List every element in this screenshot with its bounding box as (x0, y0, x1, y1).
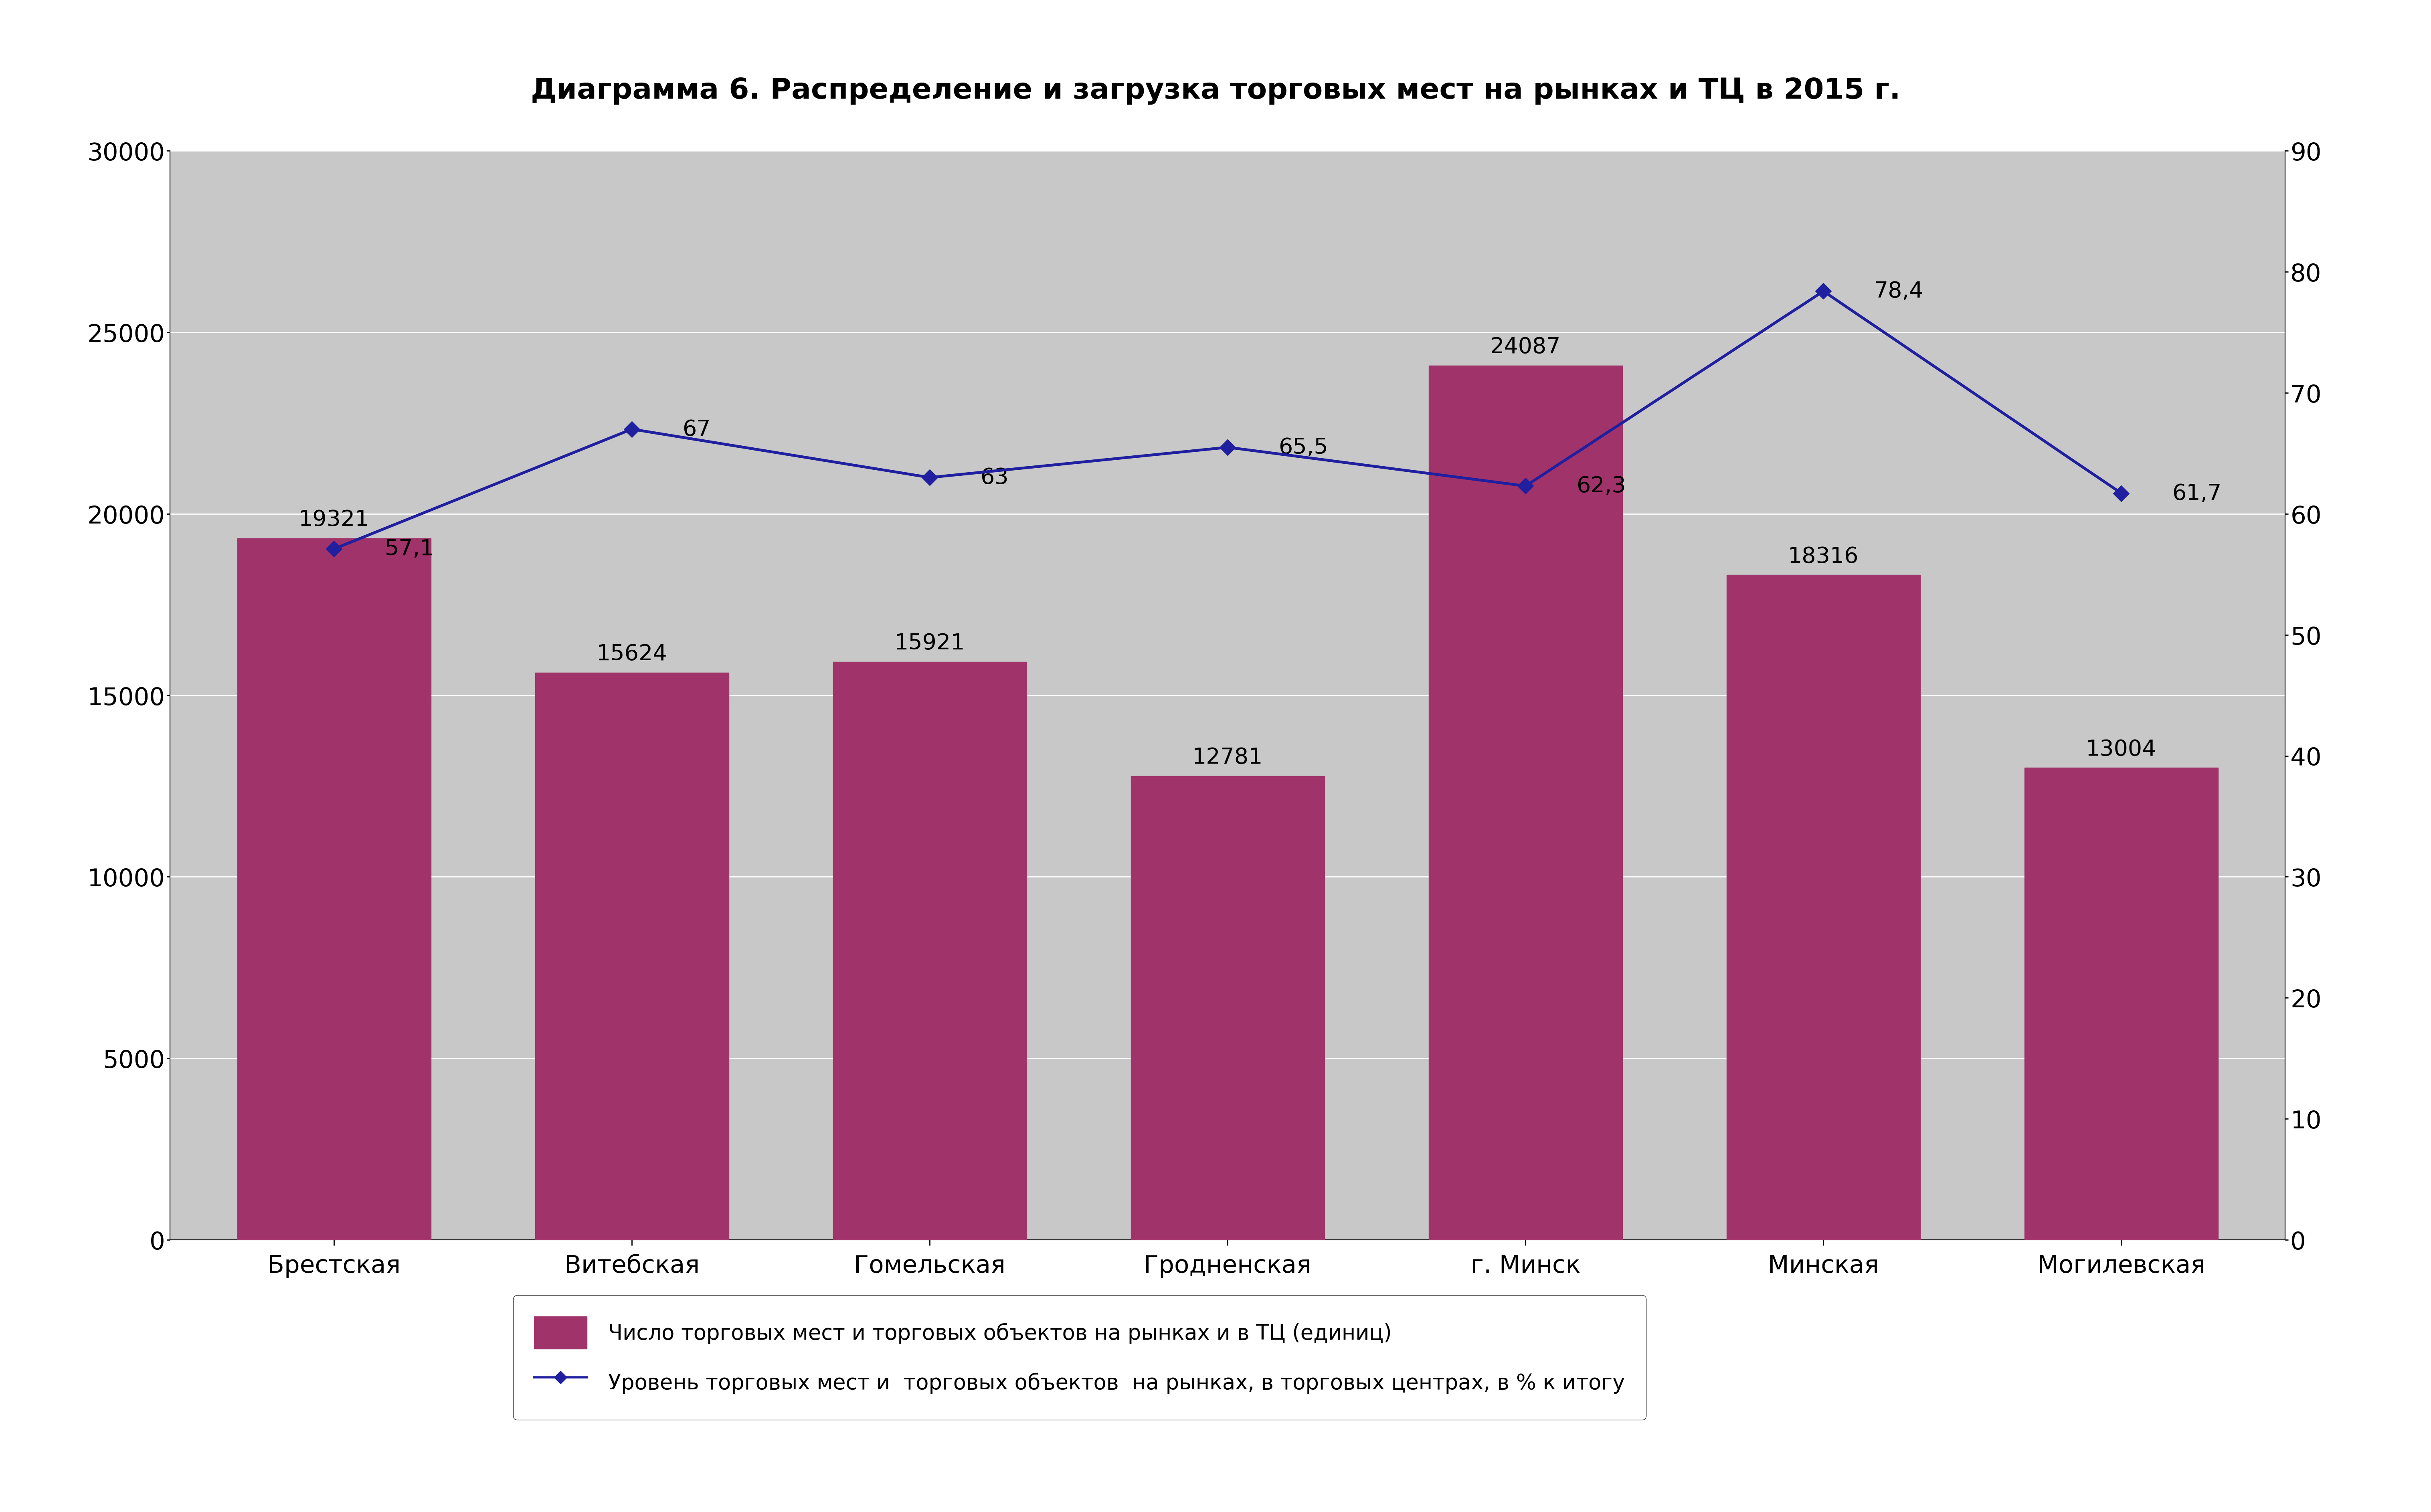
Bar (535, 673, 729, 1240)
Text: 19321: 19321 (299, 510, 370, 531)
Bar (238, 538, 430, 1240)
Text: 15921: 15921 (895, 632, 965, 655)
Legend: Число торговых мест и торговых объектов на рынках и в ТЦ (единиц), Уровень торго: Число торговых мест и торговых объектов … (513, 1296, 1646, 1420)
Text: 61,7: 61,7 (2171, 482, 2222, 505)
Text: 57,1: 57,1 (384, 538, 435, 559)
Text: 15624: 15624 (596, 643, 669, 665)
Text: 78,4: 78,4 (1874, 281, 1923, 302)
Bar (834, 662, 1026, 1240)
Text: Диаграмма 6. Распределение и загрузка торговых мест на рынках и ТЦ в 2015 г.: Диаграмма 6. Распределение и загрузка то… (530, 77, 1901, 104)
Text: 18316: 18316 (1789, 546, 1860, 567)
Text: 65,5: 65,5 (1279, 437, 1327, 458)
Bar (1130, 776, 1325, 1240)
Bar (2025, 768, 2217, 1240)
Text: 62,3: 62,3 (1575, 475, 1626, 497)
Text: 67: 67 (683, 419, 710, 440)
Text: 24087: 24087 (1490, 336, 1561, 358)
Text: 63: 63 (980, 467, 1009, 488)
Bar (1429, 366, 1621, 1240)
Bar (1726, 575, 1920, 1240)
Text: 12781: 12781 (1191, 747, 1264, 768)
Text: 13004: 13004 (2086, 738, 2156, 761)
